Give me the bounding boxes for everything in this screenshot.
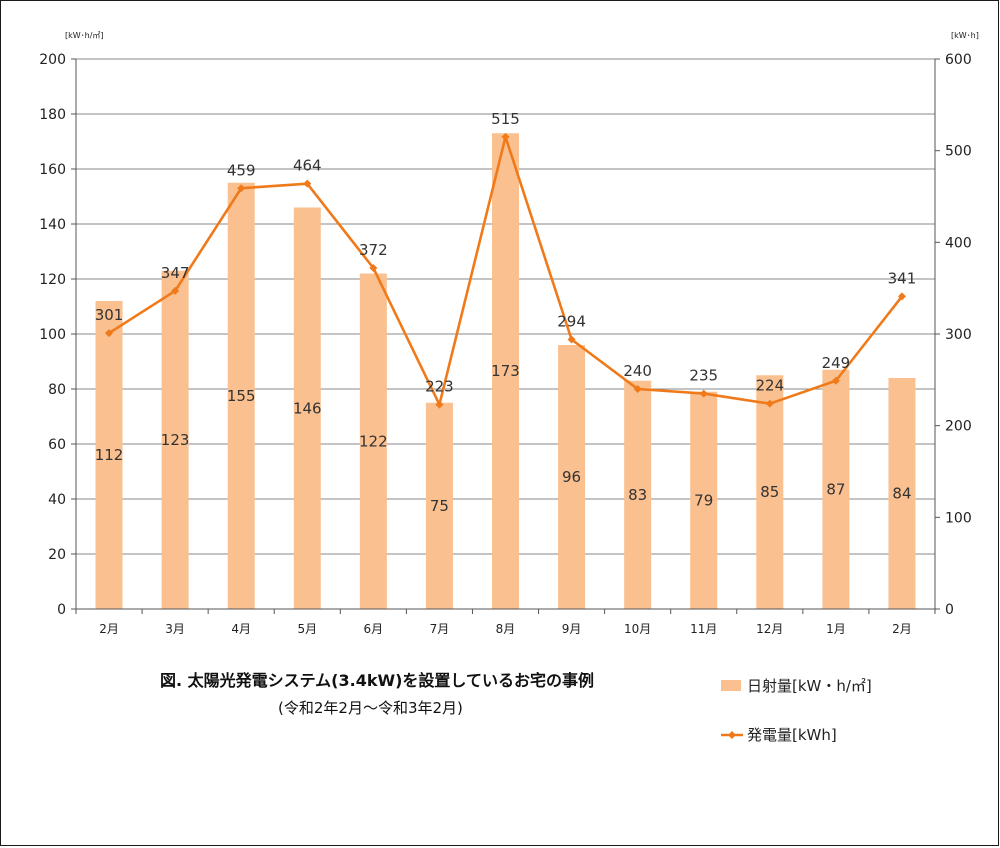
bar — [293, 207, 321, 609]
x-tick-label: 7月 — [430, 622, 450, 636]
bar-data-label: 155 — [227, 387, 256, 405]
bar — [888, 378, 916, 609]
bar-data-label: 112 — [95, 446, 124, 464]
bar-data-label: 146 — [293, 399, 322, 417]
x-tick-label: 12月 — [756, 622, 783, 636]
bar — [161, 270, 189, 609]
line-point — [303, 179, 312, 188]
right-tick-label: 500 — [945, 144, 972, 160]
line-data-label: 224 — [755, 377, 784, 395]
left-tick-label: 80 — [48, 382, 66, 398]
line-data-label: 240 — [623, 362, 652, 380]
line-point — [501, 132, 510, 141]
line-data-label: 464 — [293, 157, 322, 175]
bar-data-label: 83 — [628, 486, 647, 504]
bar — [425, 402, 453, 609]
line-data-label: 372 — [359, 241, 388, 259]
x-tick-label: 1月 — [826, 622, 846, 636]
left-tick-label: 180 — [39, 107, 66, 123]
bar-data-label: 79 — [694, 491, 713, 509]
bar — [822, 369, 850, 609]
left-tick-label: 100 — [39, 327, 66, 343]
axes: 0 20 40 60 80 100 120 140 160 180 200 0 100 200 300 400… — [39, 52, 971, 636]
line-point — [369, 264, 378, 272]
line-point — [765, 399, 774, 408]
bar-data-label: 123 — [161, 431, 190, 449]
data-labels: 112 123 155 146 122 75 173 96 83 79 85 87 84 301 347 45… — [95, 110, 917, 515]
bar — [492, 133, 519, 609]
line-point — [699, 389, 708, 398]
right-tick-label: 200 — [945, 419, 972, 435]
legend-bar-swatch — [721, 680, 741, 691]
bar-data-label: 85 — [760, 483, 779, 501]
line-point — [567, 335, 576, 344]
legend: 日射量[kW・h/㎡] 発電量[kWh] — [721, 677, 872, 744]
line-data-label: 459 — [227, 161, 256, 179]
right-tick-label: 400 — [945, 235, 972, 251]
left-axis-unit: [kW･h/㎡] — [65, 31, 104, 40]
bar — [227, 182, 255, 609]
line-series — [105, 132, 906, 409]
line-data-label: 347 — [161, 264, 190, 282]
right-tick-label: 600 — [945, 52, 972, 68]
bar — [95, 301, 123, 609]
x-tick-label: 3月 — [165, 622, 185, 636]
legend-line-marker — [728, 731, 736, 739]
bar-data-label: 122 — [359, 432, 388, 450]
line-data-label: 294 — [557, 313, 586, 331]
x-tick-label: 10月 — [624, 622, 651, 636]
left-tick-label: 20 — [48, 547, 66, 563]
line-data-label: 223 — [425, 378, 454, 396]
left-tick-label: 0 — [57, 602, 66, 618]
bar-data-label: 173 — [491, 362, 520, 380]
left-tick-label: 160 — [39, 162, 66, 178]
bar-data-label: 87 — [826, 480, 845, 498]
line-point — [831, 376, 840, 385]
left-tick-label: 140 — [39, 217, 66, 233]
x-tick-label: 6月 — [364, 622, 384, 636]
left-tick-label: 60 — [48, 437, 66, 453]
line-point — [105, 329, 114, 338]
x-tick-label: 4月 — [231, 622, 251, 636]
line-data-label: 235 — [689, 367, 718, 385]
line-data-label: 249 — [822, 354, 851, 372]
x-tick-label: 8月 — [496, 622, 516, 636]
bar-data-label: 96 — [562, 468, 581, 486]
bar — [359, 273, 387, 609]
bar-data-label: 84 — [892, 485, 911, 503]
left-tick-label: 40 — [48, 492, 66, 508]
x-tick-label: 11月 — [690, 622, 717, 636]
right-tick-label: 0 — [945, 602, 954, 618]
chart-title: 図. 太陽光発電システム(3.4kW)を設置しているお宅の事例 — [160, 671, 594, 690]
right-tick-label: 100 — [945, 510, 972, 526]
line-point — [171, 286, 180, 295]
line-data-label: 341 — [888, 269, 917, 287]
left-tick-label: 200 — [39, 52, 66, 68]
bar — [558, 345, 586, 609]
line-point — [897, 292, 906, 301]
chart-subtitle: (令和2年2月〜令和3年2月) — [278, 699, 463, 717]
bar-data-label: 75 — [430, 497, 449, 515]
bar — [756, 375, 784, 609]
legend-line-label: 発電量[kWh] — [747, 726, 837, 744]
x-tick-label: 9月 — [562, 622, 582, 636]
line-data-label: 301 — [95, 306, 124, 324]
left-tick-label: 120 — [39, 272, 66, 288]
x-tick-label: 2月 — [892, 622, 912, 636]
right-tick-label: 300 — [945, 327, 972, 343]
bar-series — [95, 133, 916, 609]
legend-bar-label: 日射量[kW・h/㎡] — [747, 677, 872, 695]
line-point — [633, 385, 642, 393]
line-data-label: 515 — [491, 110, 520, 128]
line-point — [435, 400, 444, 409]
bar — [690, 391, 718, 609]
x-tick-label: 5月 — [297, 622, 317, 636]
x-tick-label: 2月 — [99, 622, 119, 636]
line-point — [237, 184, 246, 193]
right-axis-unit: [kW･h] — [951, 31, 979, 40]
bar — [624, 380, 652, 609]
